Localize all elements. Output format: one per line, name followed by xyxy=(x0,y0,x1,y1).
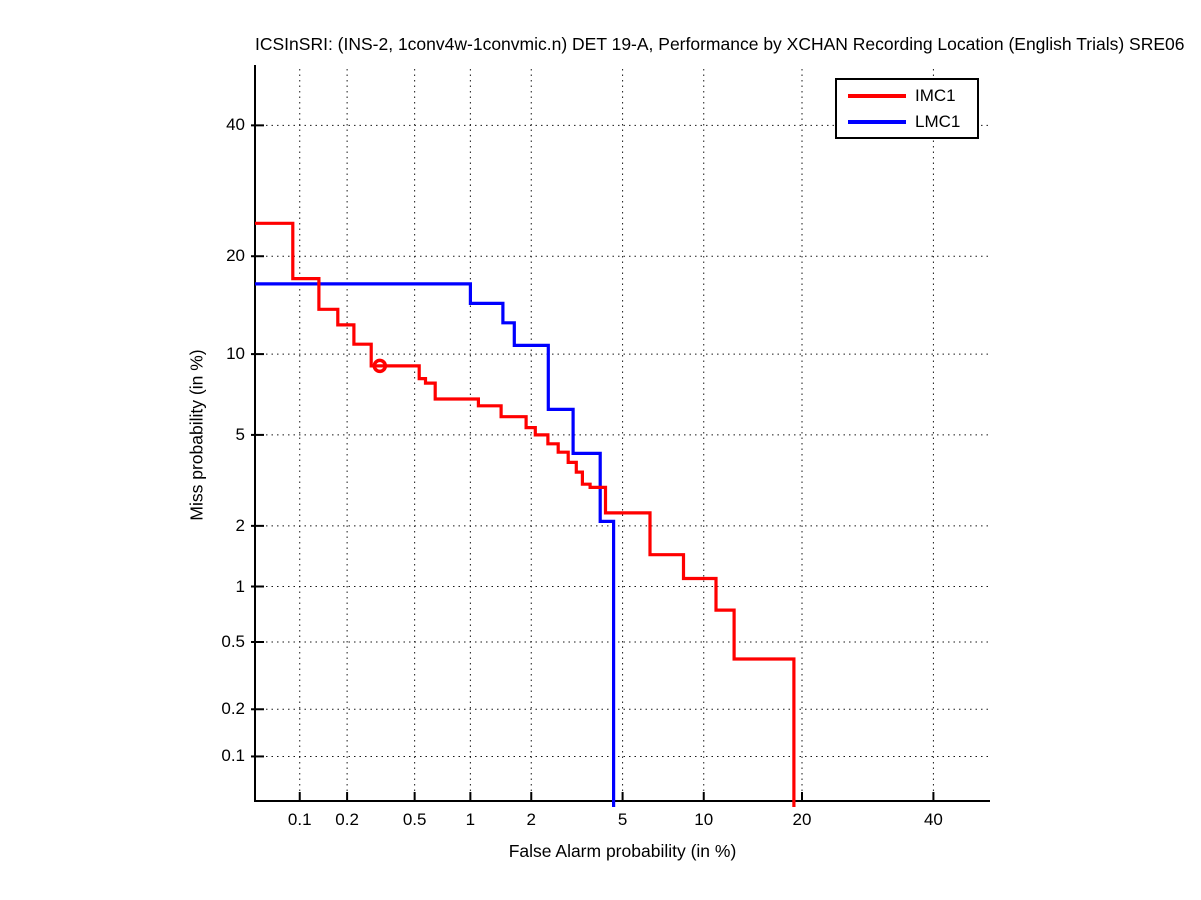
x-axis-label: False Alarm probability (in %) xyxy=(508,841,737,861)
y-axis-label: Miss probability (in %) xyxy=(186,349,207,521)
y-tick-label-1: 1 xyxy=(235,576,245,596)
x-tick-label-0.1: 0.1 xyxy=(287,810,312,829)
x-tick-label-0.5: 0.5 xyxy=(402,810,427,829)
legend-line-sample-lmc1 xyxy=(848,119,906,124)
curve-imc1 xyxy=(255,221,796,807)
legend: IMC1 LMC1 xyxy=(835,78,979,139)
y-tick-label-0.2: 0.2 xyxy=(221,699,245,719)
chart-title: ICSInSRI: (INS-2, 1conv4w-1convmic.n) DE… xyxy=(255,34,1185,54)
legend-line-sample-imc1 xyxy=(848,93,906,98)
legend-label-imc1: IMC1 xyxy=(915,86,956,105)
x-tick-label-5: 5 xyxy=(617,810,628,829)
y-tick-label-20: 20 xyxy=(226,246,245,266)
legend-entry-lmc1: LMC1 xyxy=(837,109,977,135)
y-tick-label-2: 2 xyxy=(235,515,245,535)
y-tick-label-0.5: 0.5 xyxy=(221,632,245,651)
x-tick-label-1: 1 xyxy=(465,810,476,829)
axis-lines xyxy=(254,65,990,802)
y-tick-label-40: 40 xyxy=(226,115,245,135)
y-tick-label-0.1: 0.1 xyxy=(221,746,245,766)
x-tick-label-40: 40 xyxy=(923,810,943,829)
x-tick-label-20: 20 xyxy=(792,810,812,829)
y-tick-label-5: 5 xyxy=(235,424,245,444)
x-tick-label-2: 2 xyxy=(526,810,536,829)
curve-lmc1 xyxy=(255,282,616,807)
legend-label-lmc1: LMC1 xyxy=(915,112,961,131)
decision-point-marker-imc1 xyxy=(372,358,388,374)
x-tick-label-0.2: 0.2 xyxy=(335,810,359,829)
legend-entry-imc1: IMC1 xyxy=(837,83,977,109)
y-tick-label-10: 10 xyxy=(226,344,245,364)
x-tick-label-10: 10 xyxy=(694,810,714,829)
